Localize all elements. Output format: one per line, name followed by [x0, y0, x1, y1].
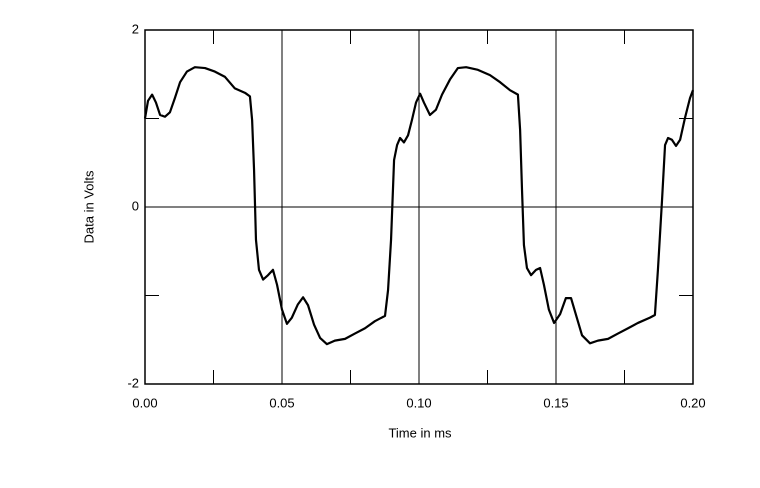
- x-tick-label: 0.15: [543, 395, 568, 410]
- x-axis-label: Time in ms: [388, 425, 452, 440]
- x-tick-label: 0.05: [269, 395, 294, 410]
- x-tick-label: 0.20: [680, 395, 705, 410]
- y-axis-label: Data in Volts: [81, 170, 96, 243]
- x-tick-label: 0.10: [406, 395, 431, 410]
- data-line: [143, 66, 695, 346]
- y-tick-label: -2: [127, 375, 139, 390]
- y-tick-label: 2: [132, 21, 139, 36]
- y-tick-label: 0: [132, 198, 139, 213]
- plot-frame: [144, 29, 694, 385]
- x-tick-label: 0.00: [132, 395, 157, 410]
